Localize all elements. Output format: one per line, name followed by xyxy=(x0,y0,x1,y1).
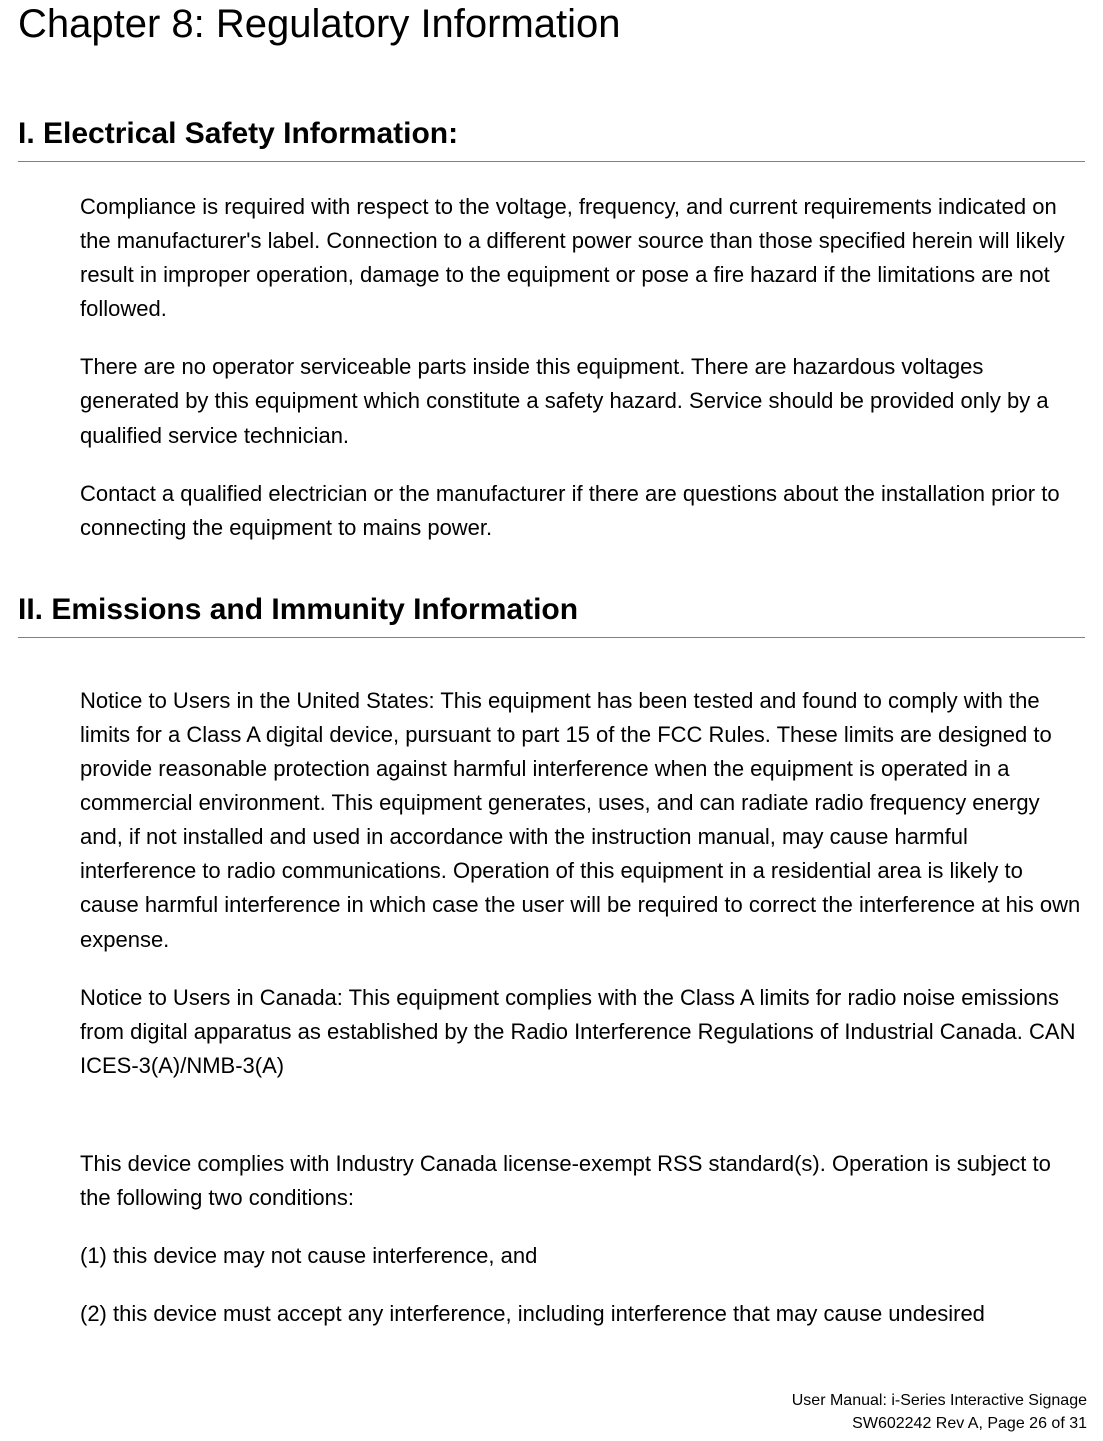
section-rule xyxy=(18,637,1085,638)
paragraph: Notice to Users in the United States: Th… xyxy=(80,684,1081,957)
section-body: Notice to Users in the United States: Th… xyxy=(18,666,1085,1331)
footer-line-1: User Manual: i-Series Interactive Signag… xyxy=(792,1389,1087,1412)
page-footer: User Manual: i-Series Interactive Signag… xyxy=(792,1389,1087,1435)
paragraph-spacer xyxy=(80,1107,1081,1147)
paragraph: This device complies with Industry Canad… xyxy=(80,1147,1081,1215)
chapter-title: Chapter 8: Regulatory Information xyxy=(18,0,1085,117)
paragraph: (2) this device must accept any interfer… xyxy=(80,1297,1081,1331)
section-heading: II. Emissions and Immunity Information xyxy=(18,593,1085,629)
section-electrical-safety: I. Electrical Safety Information: Compli… xyxy=(18,117,1085,545)
paragraph: Notice to Users in Canada: This equipmen… xyxy=(80,981,1081,1083)
section-body: Compliance is required with respect to t… xyxy=(18,190,1085,545)
section-heading: I. Electrical Safety Information: xyxy=(18,117,1085,153)
document-page: Chapter 8: Regulatory Information I. Ele… xyxy=(0,0,1103,1441)
paragraph: (1) this device may not cause interferen… xyxy=(80,1239,1081,1273)
footer-line-2: SW602242 Rev A, Page 26 of 31 xyxy=(792,1412,1087,1435)
section-rule xyxy=(18,161,1085,162)
section-emissions-immunity: II. Emissions and Immunity Information N… xyxy=(18,593,1085,1331)
paragraph: Compliance is required with respect to t… xyxy=(80,190,1081,326)
paragraph: Contact a qualified electrician or the m… xyxy=(80,477,1081,545)
paragraph: There are no operator serviceable parts … xyxy=(80,350,1081,452)
